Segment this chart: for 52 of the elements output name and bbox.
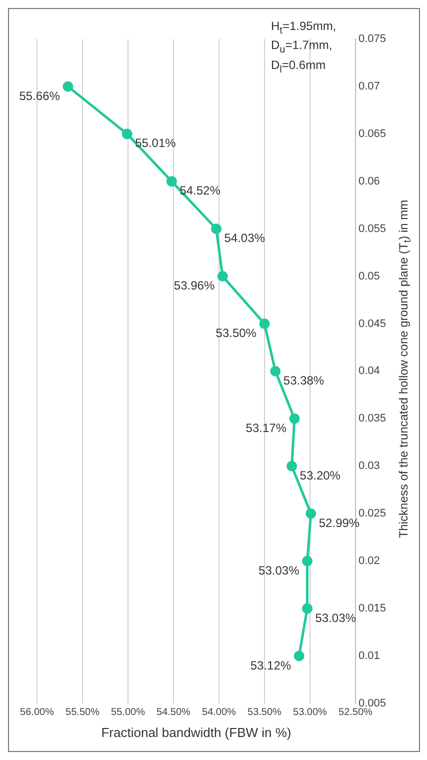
annotation: 52.99% [318,516,360,530]
point [286,460,298,472]
y-tick-label: 0.02 [358,555,380,568]
y-tick-label: 0.055 [358,222,386,235]
y-tick-label: 0.07 [358,80,380,92]
x-tick-label: 54.00% [202,707,236,718]
annotation: 53.03% [258,563,300,578]
annotation: D$_{u}$=1.7mm, [271,38,334,58]
y-tick-label: 0.035 [358,412,386,425]
point [289,413,300,424]
x-tick-label: 56.00% [20,707,54,718]
y-tick-label: 0.025 [358,508,386,520]
annotation: 53.20% [300,468,341,482]
point [122,128,132,140]
x-tick-label: 53.50% [248,707,282,718]
y-tick-label: 0.045 [358,318,386,330]
point [217,271,228,282]
annotation: 53.03% [315,610,356,625]
y-tick-label: 0.075 [358,33,386,46]
x-tick-label: 53.00% [293,707,328,718]
y-tick-label: 0.05 [358,270,380,282]
x-tick-label: 54.50% [156,707,191,718]
annotation: 55.66% [19,88,60,103]
annotation: 53.12% [250,658,292,672]
x-tick-label: 52.50% [338,707,373,718]
x-tick-label: 55.00% [111,707,146,718]
annotation: 54.03% [224,231,266,246]
x-axis-title: Fractional bandwidth (FBW in %) [101,724,292,740]
point [270,366,281,376]
y-tick-label: 0.065 [358,128,386,140]
point [62,81,74,92]
annotation: D$_{l}$=0.6mm [271,58,327,78]
annotation: 53.96% [174,278,215,293]
point [302,556,312,566]
annotation: 55.01% [135,136,176,150]
annotation: 53.17% [246,420,287,435]
point [259,318,270,329]
x-tick-label: 55.50% [66,707,100,718]
y-tick-label: 0.015 [358,602,386,615]
y-tick-label: 0.03 [358,460,380,472]
annotation: 53.50% [216,326,257,340]
point [306,508,316,519]
point [166,176,177,187]
annotation: 53.38% [283,374,324,388]
y-tick-label: 0.01 [358,650,380,662]
point [302,603,312,614]
y-tick-label: 0.005 [358,697,386,710]
point [211,224,222,234]
y-tick-label: 0.04 [358,365,380,378]
y-tick-label: 0.06 [358,175,380,188]
text: H$_{t}$=1.95mm, [271,19,336,38]
point [294,650,304,662]
